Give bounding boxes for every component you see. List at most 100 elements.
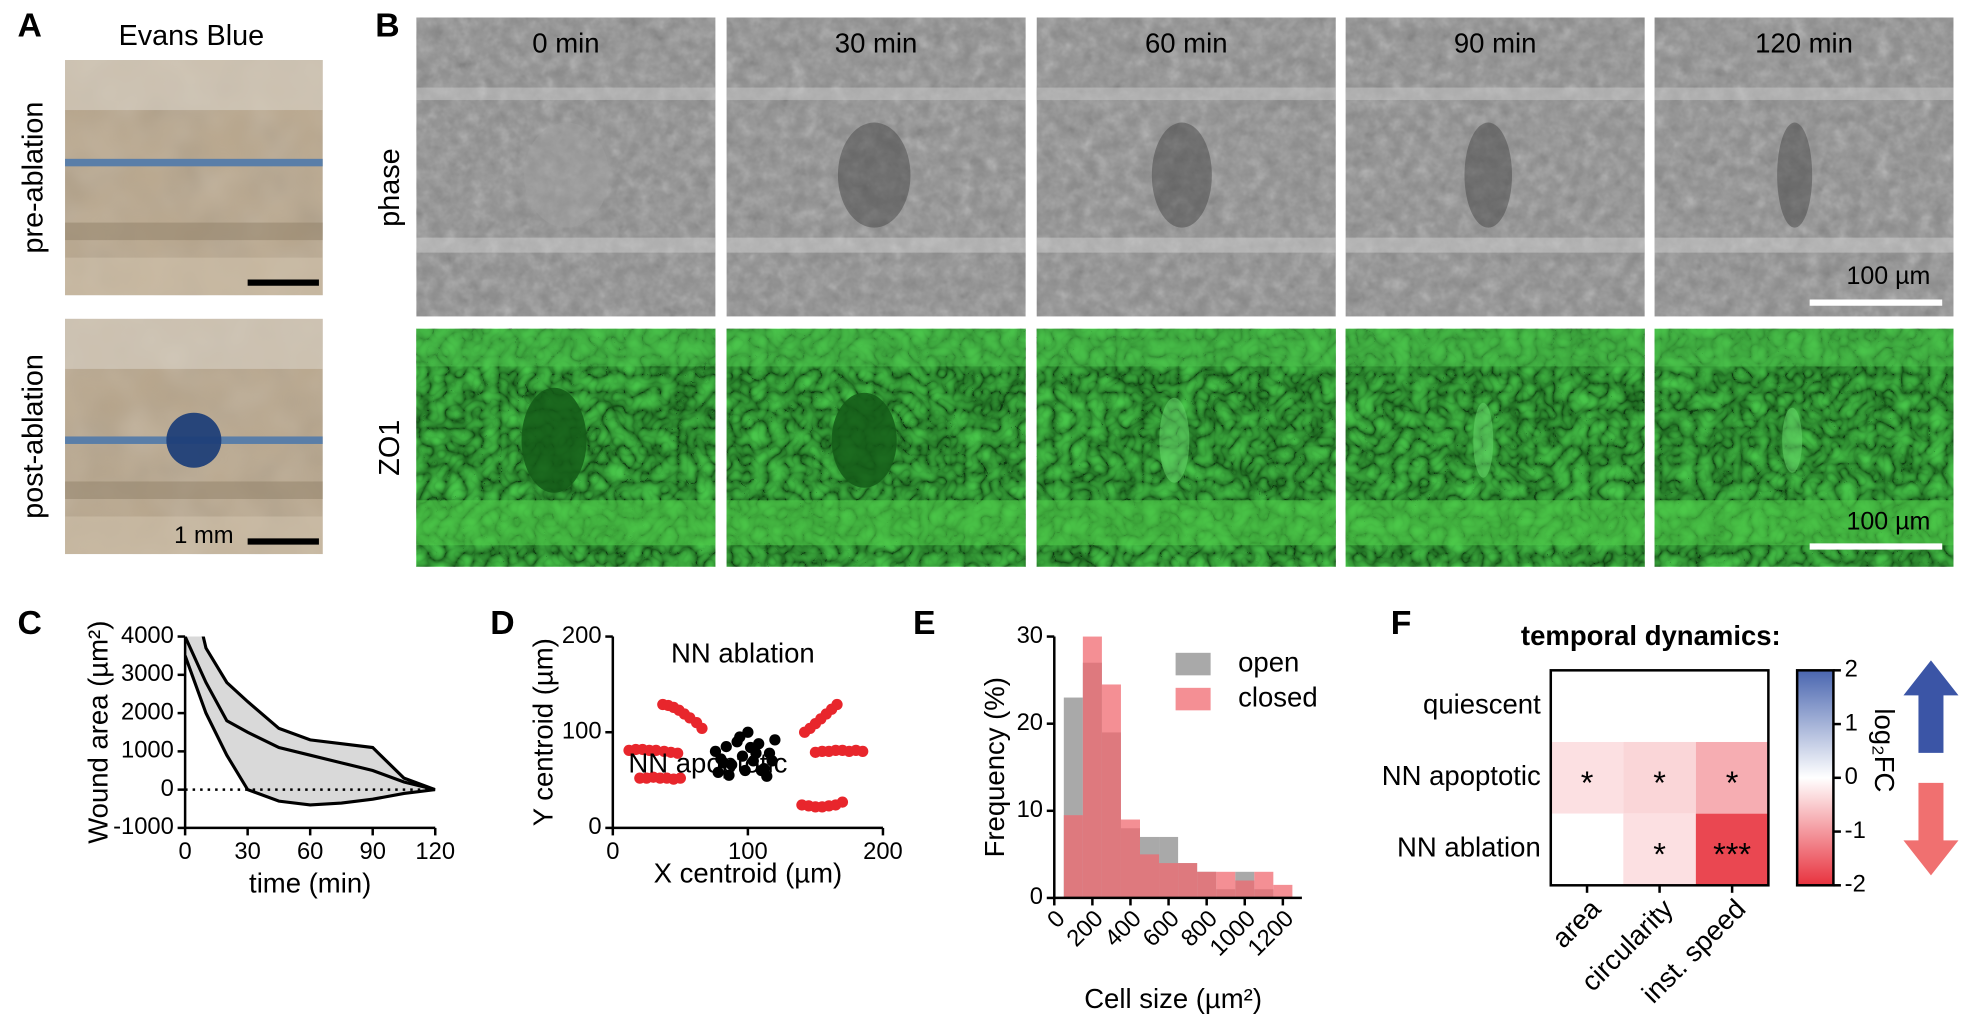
scale-bar-label: 100 µm xyxy=(1846,262,1930,290)
y-tick-label: 20 xyxy=(1017,709,1043,736)
x-tick-label: 100 xyxy=(728,838,768,865)
heat-cell xyxy=(1623,670,1696,742)
hist-bar xyxy=(1197,871,1217,898)
dye-spot xyxy=(166,412,222,468)
point xyxy=(672,747,684,759)
zo1-band xyxy=(416,500,716,546)
zo1-band xyxy=(1654,328,1954,367)
y-tick-label: 1000 xyxy=(121,737,174,764)
zo1-band xyxy=(1036,328,1336,367)
point xyxy=(717,757,730,769)
zo1-band xyxy=(416,328,716,367)
phase-texture xyxy=(1654,17,1954,317)
hist-bar xyxy=(1216,871,1236,898)
x-tick-label: 30 xyxy=(234,838,260,865)
heat-cell xyxy=(1550,813,1624,886)
x-tick-label: 600 xyxy=(1138,905,1185,952)
row-label: phase xyxy=(374,148,406,226)
line xyxy=(185,655,436,807)
panel-label: B xyxy=(375,6,399,44)
hist-bar xyxy=(1235,880,1255,898)
point xyxy=(696,722,708,735)
phase-texture xyxy=(1036,17,1336,317)
time-label: 90 min xyxy=(1454,27,1537,58)
panel-label: E xyxy=(913,604,936,642)
panel-label: A xyxy=(18,6,42,44)
wound xyxy=(831,392,897,488)
point xyxy=(766,755,778,767)
panel-label: C xyxy=(18,604,42,642)
row-label: pre-ablation xyxy=(18,102,50,254)
heat-cell xyxy=(1695,741,1769,814)
phase-band xyxy=(1654,87,1954,101)
x-tick-label: 200 xyxy=(1061,905,1108,952)
point xyxy=(857,745,869,757)
colorbar-tick-label: -2 xyxy=(1845,871,1866,898)
phase-band xyxy=(416,237,716,253)
zo1-band xyxy=(726,500,1026,546)
wound xyxy=(1473,402,1494,478)
row-label: NN apoptotic xyxy=(1382,760,1541,791)
range-band xyxy=(185,636,436,805)
up-arrow xyxy=(1903,660,1959,753)
wound xyxy=(1782,407,1803,473)
hist-bar xyxy=(1063,815,1083,898)
point xyxy=(739,764,751,777)
x-tick-label: 0 xyxy=(606,838,619,865)
x-tick-label: 1200 xyxy=(1243,905,1299,961)
hist-bar xyxy=(1273,884,1293,898)
legend-label: open xyxy=(1238,646,1299,677)
phase-band xyxy=(416,87,716,101)
phase-band xyxy=(1654,237,1954,253)
wound xyxy=(1464,122,1513,228)
point xyxy=(742,726,754,738)
x-tick-label: 90 xyxy=(359,838,385,865)
y-tick-label: 200 xyxy=(562,622,602,649)
colorbar-tick-label: 0 xyxy=(1845,763,1858,790)
wound xyxy=(1777,122,1813,228)
x-tick-label: 60 xyxy=(297,838,323,865)
zo1-band xyxy=(1345,500,1645,546)
point xyxy=(712,766,724,779)
phase-band xyxy=(1345,87,1645,101)
legend-swatch xyxy=(1175,652,1211,676)
wound xyxy=(837,122,911,228)
photo-band xyxy=(65,257,323,296)
heat-cell xyxy=(1550,741,1624,814)
hist-bar xyxy=(1082,636,1102,898)
phase-texture xyxy=(726,17,1026,317)
x-tick-label: 200 xyxy=(863,838,903,865)
x-axis-label: time (min) xyxy=(249,868,371,899)
panel-a-title: Evans Blue xyxy=(119,20,264,52)
point xyxy=(734,731,746,743)
row-label: NN ablation xyxy=(1397,832,1541,863)
legend-swatch xyxy=(1175,687,1211,711)
point xyxy=(736,750,749,762)
y-tick-label: 0 xyxy=(588,813,601,840)
zo1-band xyxy=(1036,500,1336,546)
down-arrow xyxy=(1903,782,1959,876)
wound xyxy=(524,122,610,228)
point xyxy=(831,698,843,711)
hist-bar xyxy=(1254,871,1274,898)
colorbar-tick-label: 1 xyxy=(1845,709,1858,736)
point xyxy=(723,769,735,781)
significance: *** xyxy=(1713,837,1751,873)
y-tick-label: 100 xyxy=(562,718,602,745)
wound xyxy=(1159,397,1190,483)
y-tick-label: -1000 xyxy=(113,813,174,840)
colorbar xyxy=(1795,669,1835,887)
photo-band xyxy=(65,318,323,369)
point xyxy=(761,770,773,782)
hist-bar xyxy=(1101,684,1121,898)
panel-label: F xyxy=(1391,604,1412,642)
significance: * xyxy=(1581,765,1594,801)
point xyxy=(750,747,762,759)
x-tick-label: 0 xyxy=(179,838,192,865)
y-tick-label: 3000 xyxy=(121,660,174,687)
phase-band xyxy=(726,87,1026,101)
series-label: NN ablation xyxy=(671,638,815,669)
hist-bar xyxy=(1120,819,1141,898)
